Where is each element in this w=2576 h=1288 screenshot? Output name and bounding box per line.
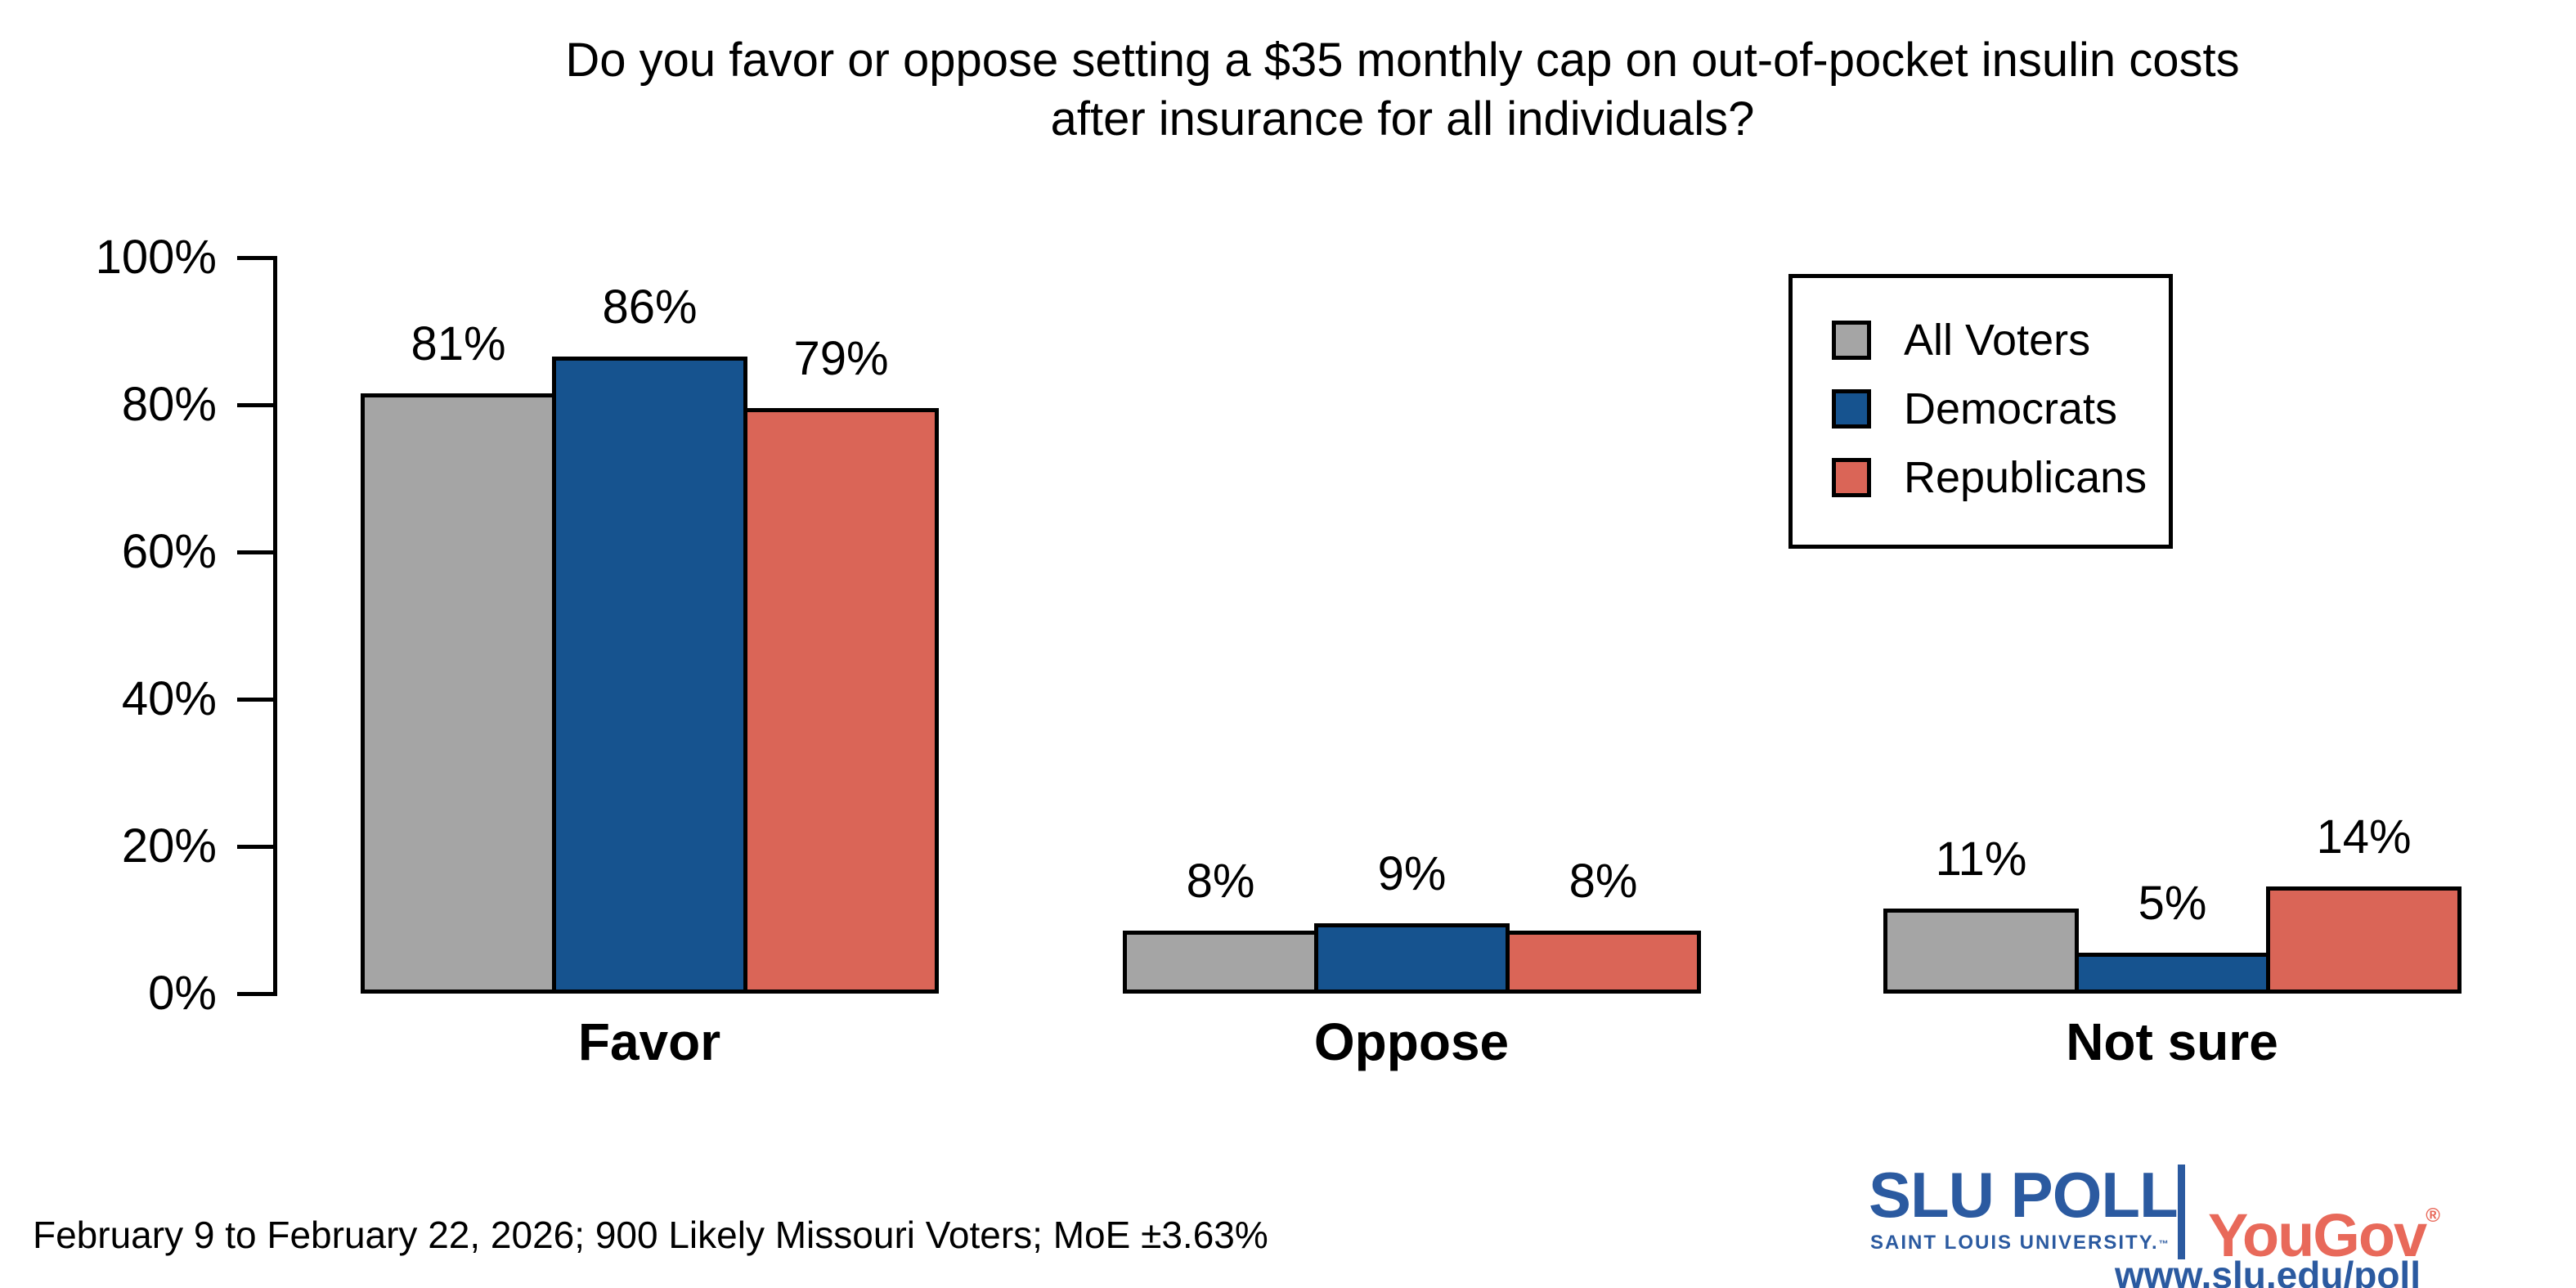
legend-swatch-republicans-icon: [1832, 458, 1871, 497]
bar-value-oppose-democrats: 9%: [1377, 847, 1447, 900]
slu-poll-url: www.slu.edu/poll: [2115, 1254, 2421, 1288]
bar-value-not-sure-republicans: 14%: [2316, 810, 2412, 864]
legend-label-republicans: Republicans: [1904, 453, 2147, 502]
y-tick-label-0: 0%: [148, 967, 217, 1020]
legend-item-democrats: Democrats: [1832, 384, 2169, 433]
y-tick-80: [237, 403, 275, 407]
trademark-symbol: ™: [2158, 1238, 2169, 1250]
y-tick-label-20: 20%: [121, 819, 217, 873]
y-tick-label-100: 100%: [95, 231, 217, 284]
slu-poll-logo: SLU POLL: [1869, 1159, 2179, 1231]
bar-favor-democrats: [552, 357, 747, 994]
legend-label-all-voters: All Voters: [1904, 316, 2091, 365]
bar-value-not-sure-all-voters: 11%: [1935, 832, 2027, 886]
legend-label-democrats: Democrats: [1904, 384, 2118, 433]
legend-swatch-all-voters-icon: [1832, 321, 1871, 360]
bar-value-favor-all-voters: 81%: [411, 317, 506, 370]
chart-title-line2: after insurance for all individuals?: [1050, 92, 1755, 146]
legend-box: All Voters Democrats Republicans: [1788, 274, 2173, 549]
bar-value-favor-democrats: 86%: [602, 280, 698, 334]
y-tick-60: [237, 550, 275, 554]
slu-university-text: SAINT LOUIS UNIVERSITY.: [1870, 1232, 2159, 1254]
category-label-favor: Favor: [577, 1012, 721, 1071]
legend-item-all-voters: All Voters: [1832, 316, 2169, 365]
yougov-logo: YouGov®: [2208, 1184, 2440, 1268]
bar-value-not-sure-democrats: 5%: [2138, 877, 2207, 930]
chart-title: Do you favor or oppose setting a $35 mon…: [523, 31, 2282, 149]
bar-value-favor-republicans: 79%: [793, 332, 889, 385]
y-tick-label-60: 60%: [121, 525, 217, 578]
bar-not-sure-republicans: [2266, 886, 2462, 994]
logo-divider: [2178, 1165, 2185, 1259]
bar-value-oppose-all-voters: 8%: [1186, 855, 1255, 908]
legend-item-republicans: Republicans: [1832, 453, 2169, 502]
y-tick-40: [237, 698, 275, 702]
category-label-not-sure: Not sure: [2066, 1012, 2278, 1071]
bar-oppose-all-voters: [1123, 931, 1318, 994]
yougov-text: YouGov: [2208, 1201, 2427, 1269]
bar-value-oppose-republicans: 8%: [1568, 855, 1638, 908]
y-tick-100: [237, 256, 275, 260]
bar-oppose-democrats: [1314, 923, 1510, 994]
y-tick-label-40: 40%: [121, 672, 217, 725]
bar-favor-republicans: [743, 408, 939, 994]
y-tick-0: [237, 992, 275, 996]
registered-symbol: ®: [2426, 1205, 2440, 1227]
y-tick-20: [237, 845, 275, 849]
bar-not-sure-democrats: [2075, 953, 2270, 994]
chart-title-line1: Do you favor or oppose setting a $35 mon…: [565, 34, 2240, 87]
y-tick-label-80: 80%: [121, 378, 217, 431]
bar-oppose-republicans: [1506, 931, 1701, 994]
legend-swatch-democrats-icon: [1832, 389, 1871, 429]
bar-favor-all-voters: [361, 393, 556, 994]
bar-not-sure-all-voters: [1883, 909, 2079, 994]
y-axis-line: [273, 256, 277, 996]
slu-university-wordmark: SAINT LOUIS UNIVERSITY.™: [1870, 1232, 2169, 1254]
methodology-footnote: February 9 to February 22, 2026; 900 Lik…: [33, 1214, 1268, 1256]
category-label-oppose: Oppose: [1313, 1012, 1510, 1071]
